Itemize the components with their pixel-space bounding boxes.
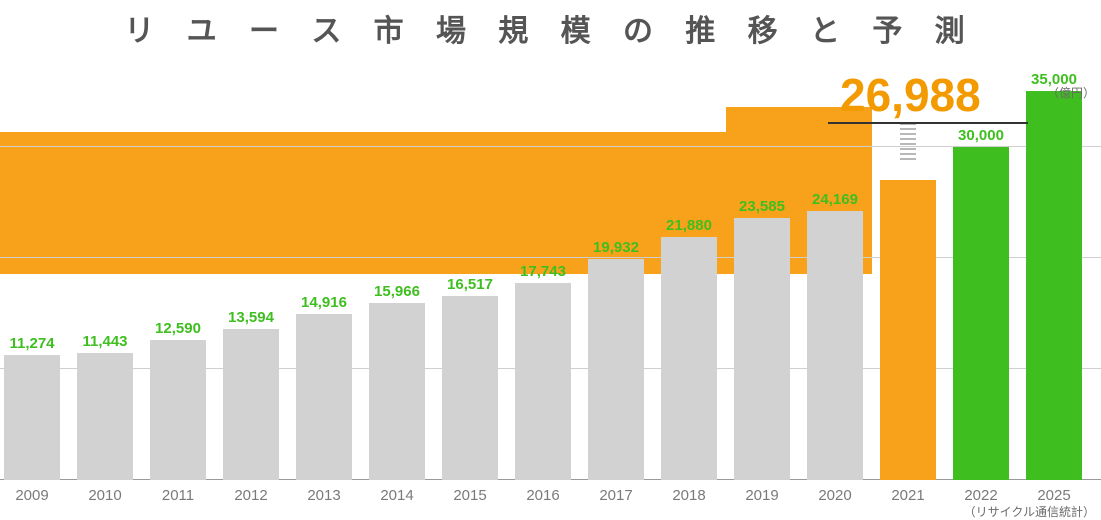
highlight-underline [828,122,1028,124]
x-axis-label: 2010 [88,487,121,504]
bar: 23,585 [734,218,790,480]
bar: 12,590 [150,340,206,480]
bar: 17,743 [515,283,571,480]
chart-area: 11,274200911,443201012,590201113,5942012… [0,60,1101,480]
x-axis-label: 2022 [964,487,997,504]
x-axis-label: 2011 [162,487,194,504]
bar: 30,000 [953,147,1009,480]
bar-value-label: 14,916 [296,294,352,311]
unit-label: （億円） [1047,84,1095,101]
chart-title: リ ユ ー ス 市 場 規 模 の 推 移 と 予 測 [0,0,1101,50]
bar-value-label: 16,517 [442,276,498,293]
highlight-value: 26,988 [840,68,981,122]
bar-value-label: 13,594 [223,309,279,326]
gridline [0,146,1101,147]
bar: 15,966 [369,303,425,480]
bar: 11,443 [77,353,133,480]
bar-value-label: 19,932 [588,239,644,256]
highlight-connector [900,124,916,160]
x-axis-label: 2021 [891,487,924,504]
x-axis-label: 2017 [599,487,632,504]
bar: 13,594 [223,329,279,480]
x-axis-label: 2018 [672,487,705,504]
x-axis-label: 2013 [307,487,340,504]
bar-value-label: 17,743 [515,263,571,280]
chart-plot: 11,274200911,443201012,590201113,5942012… [0,60,1101,480]
bar: 11,274 [4,355,60,480]
source-label: （リサイクル通信統計） [964,503,1095,520]
x-axis-label: 2019 [745,487,778,504]
x-axis-label: 2014 [380,487,413,504]
bar-value-label: 30,000 [953,127,1009,144]
bar-value-label: 12,590 [150,320,206,337]
bar: 16,517 [442,296,498,480]
bar-value-label: 21,880 [661,217,717,234]
bar: 24,169 [807,211,863,480]
x-axis-label: 2015 [453,487,486,504]
bar-value-label: 15,966 [369,283,425,300]
bar: 35,000 [1026,91,1082,480]
bar: 21,880 [661,237,717,480]
bar-value-label: 11,274 [4,335,60,352]
bar: 19,932 [588,259,644,480]
x-axis-label: 2025 [1037,487,1070,504]
bar [880,180,936,480]
x-axis-label: 2016 [526,487,559,504]
bar: 14,916 [296,314,352,480]
bar-value-label: 11,443 [77,333,133,350]
bar-value-label: 24,169 [807,191,863,208]
x-axis-label: 2020 [818,487,851,504]
bar-value-label: 23,585 [734,198,790,215]
x-axis-label: 2009 [15,487,48,504]
x-axis-label: 2012 [234,487,267,504]
